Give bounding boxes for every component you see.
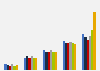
Bar bbox=[24, 58, 26, 70]
Bar bbox=[7, 65, 9, 70]
Bar bbox=[45, 52, 48, 70]
Bar bbox=[89, 36, 91, 70]
Bar bbox=[26, 56, 28, 70]
Bar bbox=[87, 40, 89, 70]
Bar bbox=[16, 65, 18, 70]
Bar bbox=[50, 50, 52, 70]
Bar bbox=[9, 66, 11, 70]
Bar bbox=[33, 58, 35, 70]
Bar bbox=[69, 42, 72, 70]
Bar bbox=[91, 30, 93, 70]
Bar bbox=[28, 58, 31, 70]
Bar bbox=[74, 44, 76, 70]
Bar bbox=[48, 52, 50, 70]
Bar bbox=[67, 43, 69, 70]
Bar bbox=[72, 43, 74, 70]
Bar bbox=[84, 37, 87, 70]
Bar bbox=[13, 66, 16, 70]
Bar bbox=[65, 43, 67, 70]
Bar bbox=[35, 58, 37, 70]
Bar bbox=[4, 64, 7, 70]
Bar bbox=[93, 12, 96, 70]
Bar bbox=[55, 52, 57, 70]
Bar bbox=[82, 34, 84, 70]
Bar bbox=[11, 64, 13, 70]
Bar bbox=[63, 41, 65, 70]
Bar bbox=[31, 56, 33, 70]
Bar bbox=[52, 52, 55, 70]
Bar bbox=[43, 50, 45, 70]
